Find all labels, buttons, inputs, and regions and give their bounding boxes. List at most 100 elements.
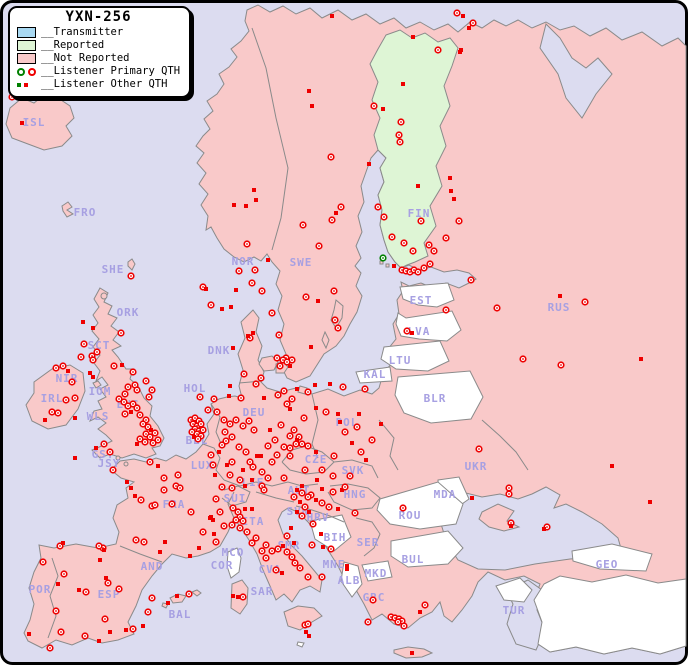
listener-other-qth-dot <box>411 35 415 39</box>
listener-other-qth-dot <box>236 595 240 599</box>
listener-primary-qth-dot <box>146 458 154 466</box>
listener-primary-qth-dot <box>296 564 304 572</box>
listener-other-qth-dot <box>133 494 137 498</box>
listener-primary-qth-dot <box>258 547 266 555</box>
listener-other-qth-dot <box>320 487 324 491</box>
country-label-fin: FIN <box>408 207 431 220</box>
listener-primary-qth-dot <box>271 436 279 444</box>
listener-primary-qth-dot <box>216 508 224 516</box>
listener-other-qth-dot <box>304 630 308 634</box>
country-label-tur: TUR <box>503 604 526 617</box>
listener-primary-qth-dot <box>264 474 272 482</box>
listener-primary-qth-dot <box>394 618 402 626</box>
legend-row-listener-primary: __Listener Primary QTH <box>17 65 180 78</box>
listener-primary-qth-dot <box>212 538 220 546</box>
listener-primary-qth-dot <box>505 484 513 492</box>
listener-other-qth-dot <box>281 544 285 548</box>
listener-primary-qth-dot <box>132 536 140 544</box>
listener-other-qth-dot <box>135 442 139 446</box>
listener-primary-qth-dot <box>129 368 137 376</box>
listener-other-qth-dot <box>97 639 101 643</box>
listener-other-qth-dot <box>254 198 258 202</box>
listener-other-qth-dot <box>292 541 296 545</box>
listener-primary-qth-dot <box>140 538 148 546</box>
listener-other-qth-dot <box>295 510 299 514</box>
listener-other-qth-dot <box>381 107 385 111</box>
listener-other-qth-dot <box>120 363 124 367</box>
listener-other-qth-dot <box>300 484 304 488</box>
listener-primary-qth-dot <box>121 410 129 418</box>
listener-primary-qth-dot <box>346 472 354 480</box>
listener-primary-qth-dot <box>71 394 79 402</box>
listener-primary-qth-dot <box>331 316 339 324</box>
listener-primary-qth-dot <box>248 279 256 287</box>
listener-other-qth-dot <box>340 488 344 492</box>
listener-other-qth-dot <box>334 211 338 215</box>
listener-primary-qth-dot <box>239 517 247 525</box>
listener-primary-qth-dot <box>288 395 296 403</box>
listener-other-qth-dot <box>73 416 77 420</box>
country-label-ltu: LTU <box>389 354 412 367</box>
listener-primary-qth-dot <box>475 445 483 453</box>
transmitter-swatch <box>17 27 36 38</box>
listener-primary-qth-dot <box>302 293 310 301</box>
listener-primary-qth-dot <box>228 433 236 441</box>
listener-other-qth-dot <box>88 371 92 375</box>
listener-primary-qth-dot <box>160 486 168 494</box>
listener-primary-qth-dot <box>144 423 152 431</box>
listener-other-qth-dot <box>166 601 170 605</box>
country-label-she: SHE <box>102 263 125 276</box>
country-label-sct: SCT <box>88 339 111 352</box>
listener-other-qth-dot <box>227 394 231 398</box>
listener-primary-qth-dot <box>235 443 243 451</box>
listener-primary-qth-dot <box>117 329 125 337</box>
country-label-rou: ROU <box>399 509 422 522</box>
sicily <box>283 605 323 631</box>
listener-primary-qth-dot <box>268 547 276 555</box>
listener-primary-qth-dot <box>252 534 260 542</box>
aland-2 <box>385 263 390 268</box>
red-circle-marker-icon <box>28 67 36 76</box>
listener-primary-qth-dot <box>129 400 137 408</box>
listener-primary-qth-dot <box>395 131 403 139</box>
bulgaria <box>390 530 464 568</box>
listener-other-qth-dot <box>104 576 108 580</box>
listener-other-qth-dot <box>542 527 546 531</box>
listener-other-qth-dot <box>610 464 614 468</box>
listener-primary-qth-dot <box>240 370 248 378</box>
listener-other-qth-dot <box>91 375 95 379</box>
listener-other-qth-dot <box>266 258 270 262</box>
turkey-thrace <box>495 577 533 603</box>
finland-reported <box>369 29 459 269</box>
listener-primary-qth-dot <box>243 240 251 248</box>
listener-primary-qth-dot <box>39 558 47 566</box>
listener-primary-qth-dot <box>364 618 372 626</box>
listener-primary-qth-dot <box>283 532 291 540</box>
listener-primary-qth-dot <box>505 490 513 498</box>
bosnia <box>309 514 352 552</box>
listener-primary-qth-dot <box>341 483 349 491</box>
listener-primary-qth-dot <box>236 524 244 532</box>
not-reported-swatch <box>17 53 36 64</box>
listener-primary-qth-dot <box>290 493 298 501</box>
listener-other-qth-dot <box>379 422 383 426</box>
listener-other-qth-dot <box>255 454 259 458</box>
listener-other-qth-dot <box>330 14 334 18</box>
listener-primary-qth-dot <box>318 499 326 507</box>
listener-primary-qth-dot <box>292 440 300 448</box>
listener-primary-qth-dot <box>380 213 388 221</box>
country-label-cze: CZE <box>305 453 328 466</box>
listener-primary-qth-dot <box>298 489 306 497</box>
listener-primary-qth-dot <box>329 472 337 480</box>
listener-primary-qth-dot <box>493 304 501 312</box>
listener-other-qth-dot <box>288 407 292 411</box>
isle-of-man <box>92 380 102 389</box>
not-reported-label: __Not Reported <box>41 52 130 64</box>
listener-primary-qth-dot <box>353 423 361 431</box>
listener-other-qth-dot <box>251 331 255 335</box>
listener-primary-qth-dot <box>341 428 349 436</box>
listener-other-qth-dot <box>449 189 453 193</box>
legend-row-not-reported: __Not Reported <box>17 52 180 65</box>
listener-primary-qth-dot <box>221 428 229 436</box>
